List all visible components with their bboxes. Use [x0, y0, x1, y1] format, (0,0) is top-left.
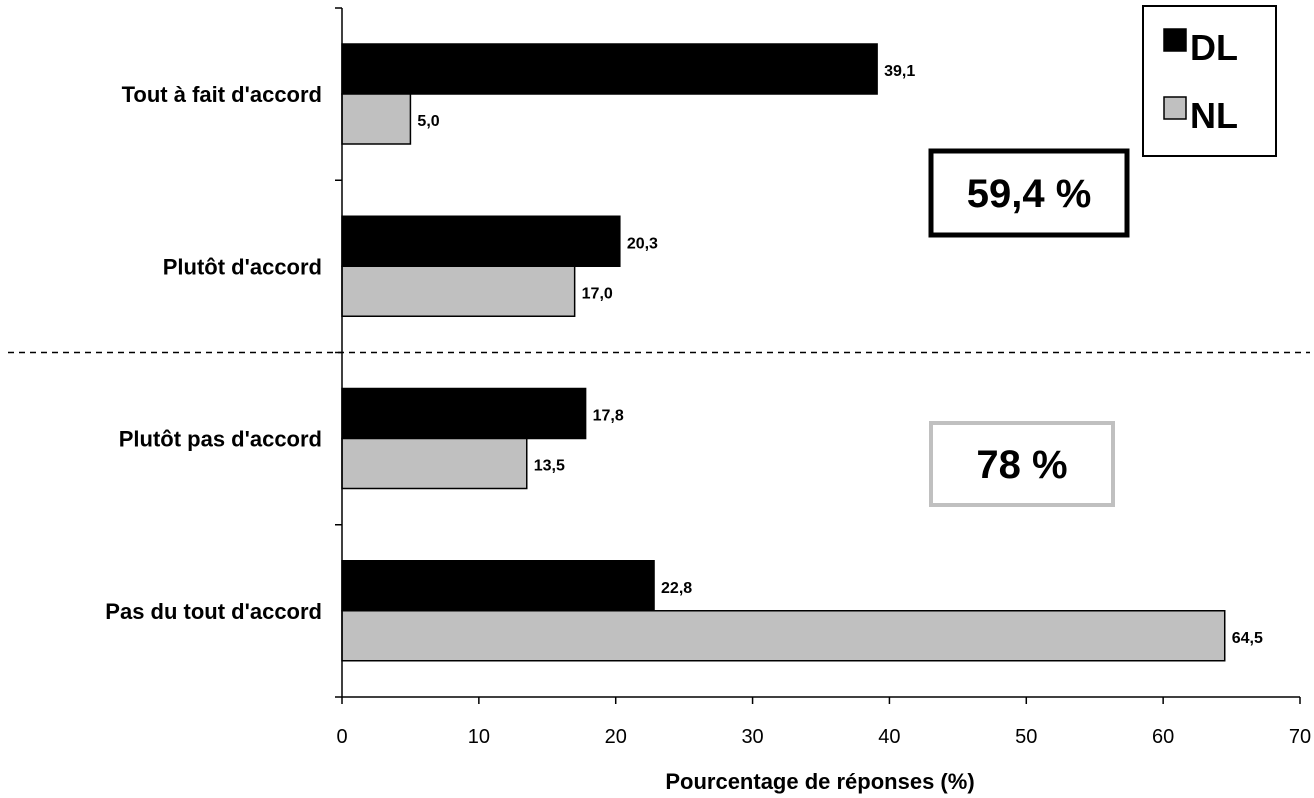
x-tick-label: 40 — [878, 726, 900, 748]
x-tick-label: 0 — [336, 726, 347, 748]
bar-nl-1 — [341, 265, 576, 317]
data-label-nl-0: 5,0 — [417, 113, 439, 130]
bar-dl-0 — [341, 43, 878, 95]
annotation-box-agree — [928, 148, 1130, 238]
x-tick-label: 70 — [1289, 726, 1311, 748]
bar-nl-3 — [341, 610, 1226, 662]
annotation-text-agree: 59,4 % — [967, 172, 1092, 216]
bar-nl-0 — [341, 93, 412, 145]
legend-label-dl: DL — [1190, 27, 1238, 68]
data-label-dl-2: 17,8 — [593, 408, 624, 425]
legend-label-nl: NL — [1190, 95, 1238, 136]
data-label-dl-0: 39,1 — [884, 63, 915, 80]
bar-dl-1 — [341, 215, 621, 267]
category-label-2: Plutôt pas d'accord — [119, 427, 322, 452]
x-tick-label: 60 — [1152, 726, 1174, 748]
x-tick-label: 20 — [605, 726, 627, 748]
data-label-dl-3: 22,8 — [661, 580, 692, 597]
data-label-nl-3: 64,5 — [1232, 630, 1263, 647]
bar-dl-2 — [341, 387, 587, 440]
bar-nl-2 — [341, 437, 528, 490]
x-tick-label: 50 — [1015, 726, 1037, 748]
x-tick-label: 10 — [468, 726, 490, 748]
x-axis-title: Pourcentage de réponses (%) — [665, 769, 974, 794]
data-label-nl-1: 17,0 — [582, 285, 613, 302]
annotation-box-disagree — [929, 421, 1115, 507]
bar-dl-3 — [341, 560, 655, 612]
x-tick-label: 30 — [741, 726, 763, 748]
category-label-0: Tout à fait d'accord — [122, 82, 322, 107]
data-label-nl-2: 13,5 — [534, 458, 565, 475]
annotation-text-disagree: 78 % — [976, 443, 1067, 487]
category-label-1: Plutôt d'accord — [163, 254, 322, 279]
legend-swatch-dl — [1163, 28, 1187, 52]
data-label-dl-1: 20,3 — [627, 235, 658, 252]
category-label-3: Pas du tout d'accord — [105, 599, 322, 624]
legend-swatch-nl — [1163, 96, 1187, 120]
